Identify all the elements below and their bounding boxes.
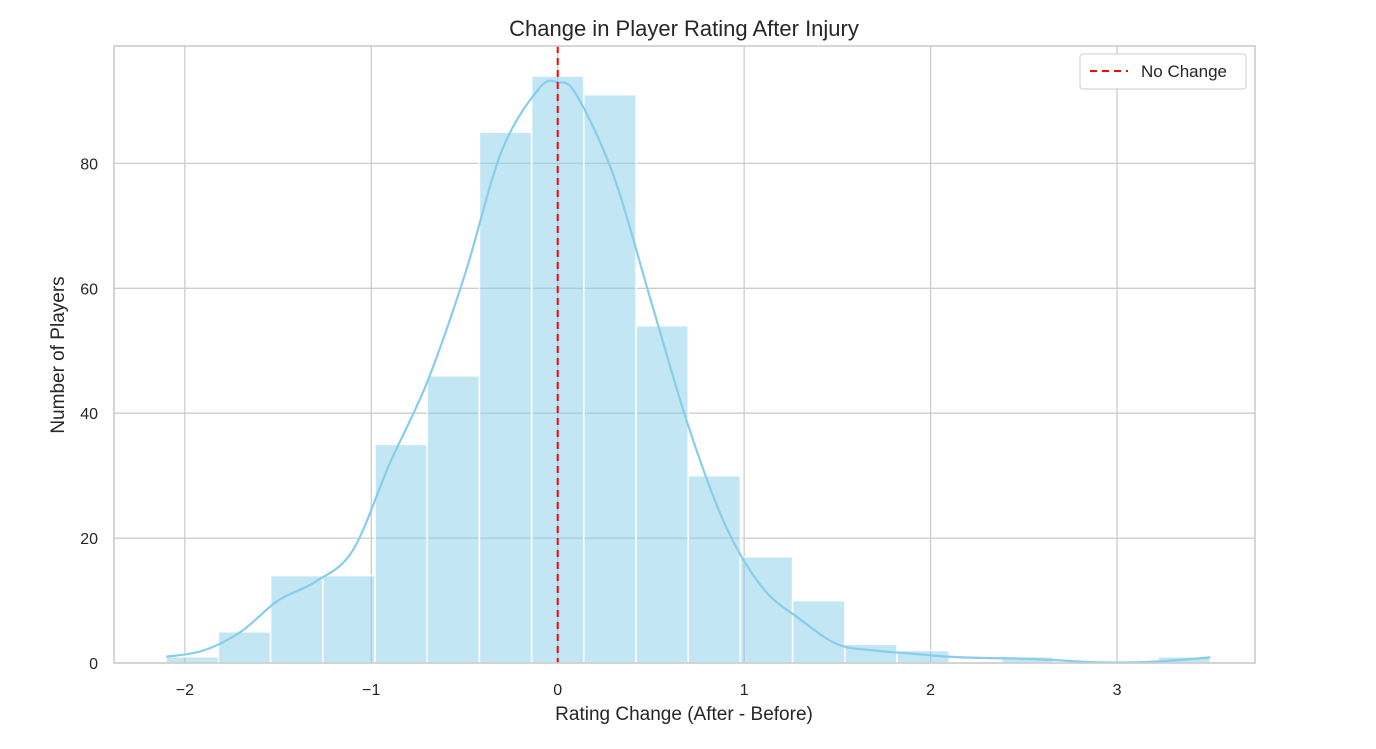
histogram-bar [269,574,324,664]
kde-layer [166,79,1211,664]
chart-title: Change in Player Rating After Injury [509,16,859,41]
y-tick-label: 20 [80,531,98,548]
histogram-bar [217,631,272,664]
x-tick-label: −2 [176,682,194,699]
histogram-bar [583,93,637,664]
tick-labels-layer: −2 −1 0 1 2 3 0 20 40 60 80 [80,156,1121,699]
histogram-bar [791,599,846,664]
y-axis-label: Number of Players [48,276,69,433]
histogram-bar [739,556,794,664]
y-tick-label: 80 [80,156,98,173]
histogram-bar [165,656,220,664]
legend: No Change [1079,53,1247,90]
bars-layer [165,75,1212,664]
y-tick-label: 0 [89,656,98,673]
histogram-bar [426,374,481,664]
histogram-bar [478,131,533,664]
x-tick-label: 2 [926,682,935,699]
x-tick-label: 0 [553,682,562,699]
histogram-bar [374,443,428,664]
legend-label-no-change: No Change [1141,62,1227,81]
x-tick-label: −1 [362,682,380,699]
histogram-bar [687,474,742,664]
legend-box [1079,53,1247,90]
axes-layer [113,45,1256,664]
x-tick-label: 3 [1113,682,1122,699]
y-tick-label: 60 [80,281,98,298]
histogram-bar [635,325,689,664]
kde-curve [166,79,1211,664]
y-tick-label: 40 [80,406,98,423]
x-tick-label: 1 [740,682,749,699]
plot-frame [113,45,1256,664]
histogram-bar [322,574,376,664]
x-axis-label: Rating Change (After - Before) [555,704,813,725]
